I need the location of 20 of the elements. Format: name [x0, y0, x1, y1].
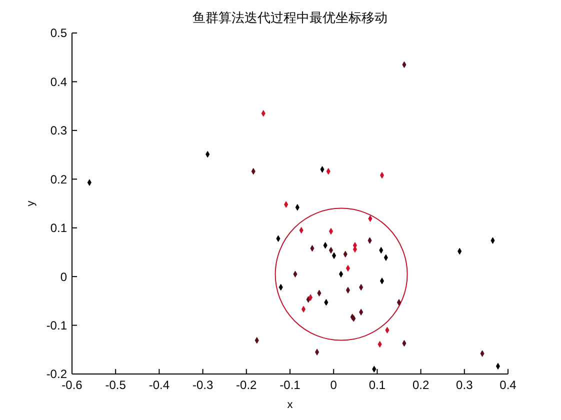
x-tick-label: 0.4 — [500, 378, 517, 392]
x-tick-label: 0.1 — [368, 378, 386, 392]
x-tick-label: 0.3 — [456, 378, 474, 392]
y-tick-label: 0.4 — [50, 74, 68, 89]
y-tick-label: 0.2 — [50, 172, 68, 186]
x-tick-label: -0.1 — [280, 378, 301, 392]
y-tick-label: 0.1 — [50, 221, 68, 236]
x-tick-label: -0.4 — [148, 378, 170, 392]
y-axis-title: y — [25, 200, 37, 206]
x-tick-label: -0.3 — [192, 378, 214, 392]
x-axis-title: x — [287, 399, 294, 411]
x-tick-label: -0.5 — [105, 378, 126, 392]
x-tick-label: 0.2 — [412, 378, 430, 392]
x-tick-label: 0 — [330, 378, 338, 392]
y-tick-label: -0.1 — [46, 318, 68, 332]
x-tick-label: -0.2 — [236, 378, 258, 392]
y-tick-label: 0.5 — [50, 26, 68, 40]
y-tick-label: 0.3 — [50, 124, 68, 138]
chart-title: 鱼群算法迭代过程中最优坐标移动 — [192, 11, 388, 26]
y-tick-label: 0 — [60, 270, 68, 284]
